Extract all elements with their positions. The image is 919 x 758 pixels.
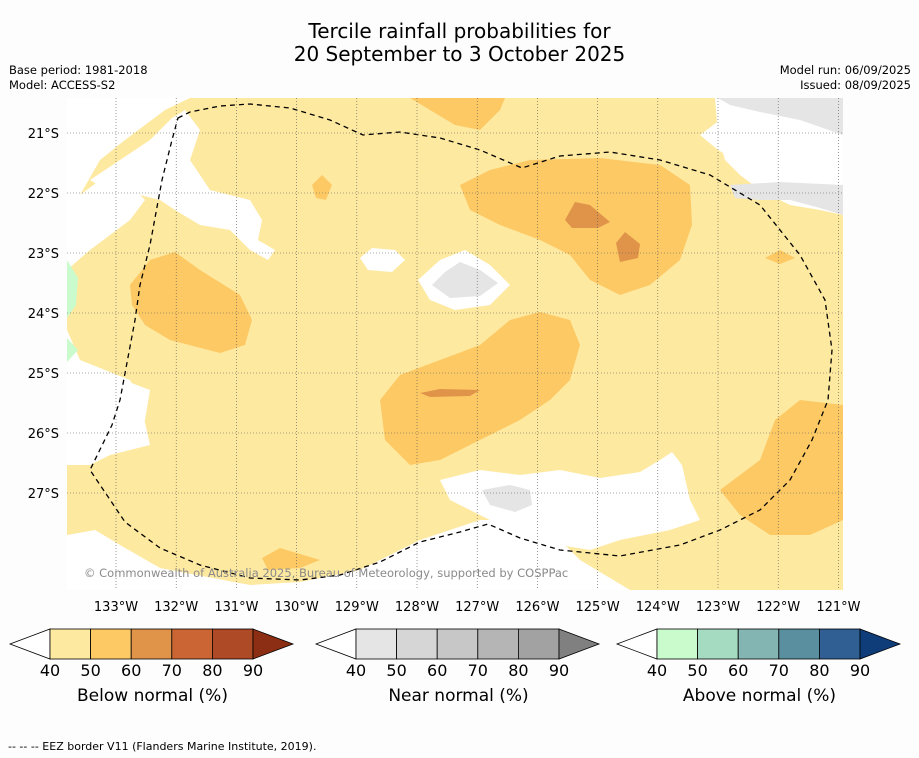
colorbar-tick-label: 40 — [346, 661, 366, 680]
colorbar-segment — [518, 628, 560, 660]
longitude-label: 133°W — [94, 600, 138, 615]
map-title-line2: 20 September to 3 October 2025 — [293, 42, 626, 66]
latitude-label: 27°S — [28, 487, 59, 502]
colorbar-tick-label: 60 — [121, 661, 141, 680]
below-normal-60-region-se — [720, 400, 843, 535]
colorbar-segment — [737, 628, 780, 660]
latitude-label: 25°S — [28, 367, 59, 382]
colorbar-tick-label: 60 — [728, 661, 748, 680]
below-normal-colorbar-label: Below normal (%) — [77, 686, 228, 706]
colorbar-segment — [355, 628, 397, 660]
longitude-label: 123°W — [696, 600, 740, 615]
colorbar-overflow-triangle — [252, 628, 295, 660]
map-title-line1: Tercile rainfall probabilities for — [308, 19, 611, 43]
no-signal-area-south — [440, 452, 700, 550]
colorbar-segment — [477, 628, 519, 660]
copyright-notice: © Commonwealth of Australia 2025, Bureau… — [84, 566, 568, 580]
colorbar-tick-label: 80 — [508, 661, 528, 680]
longitude-label: 132°W — [154, 600, 198, 615]
no-signal-area-nw — [90, 110, 275, 260]
model-run-date: Model run: 06/09/2025 — [779, 63, 911, 77]
colorbar-tick-label: 80 — [809, 661, 829, 680]
eez-border — [89, 103, 833, 581]
below-normal-60-region-small-1 — [312, 175, 332, 200]
no-signal-area-west — [67, 375, 150, 465]
colorbar-segment — [90, 628, 132, 660]
colorbar-segment — [778, 628, 820, 660]
colorbar-segment — [49, 628, 91, 660]
colorbar-tick-label: 90 — [850, 661, 870, 680]
colorbar-tick-label: 90 — [243, 661, 263, 680]
colorbar-segment — [171, 628, 213, 660]
longitude-label: 128°W — [395, 600, 439, 615]
colorbar-tick-label: 40 — [647, 661, 667, 680]
colorbar-tick-label: 50 — [386, 661, 406, 680]
near-normal-50-region-ne — [718, 98, 843, 135]
near-normal-50-region-east — [730, 182, 843, 215]
base-period: Base period: 1981-2018 — [9, 63, 148, 77]
colorbar-tick-label: 50 — [687, 661, 707, 680]
below-normal-60-region-west — [130, 252, 252, 353]
above-normal-colorbar: 40 50 60 70 80 90 — [615, 628, 902, 680]
below-normal-70-region-2 — [616, 232, 640, 262]
colorbar-tick-label: 40 — [40, 661, 60, 680]
colorbar-tick-label: 50 — [80, 661, 100, 680]
colorbar-segment — [436, 628, 479, 660]
latitude-label: 23°S — [28, 247, 59, 262]
colorbar-underflow-triangle — [615, 628, 658, 660]
below-normal-60-region-small-3 — [765, 250, 795, 264]
latitude-label: 21°S — [28, 127, 59, 142]
near-normal-colorbar-label: Near normal (%) — [388, 686, 529, 706]
longitude-label: 126°W — [515, 600, 559, 615]
below-normal-60-region-north — [410, 98, 505, 130]
graticule — [67, 98, 843, 590]
longitude-label: 129°W — [335, 600, 379, 615]
colorbar-overflow-triangle — [558, 628, 601, 660]
longitude-label: 121°W — [816, 600, 860, 615]
below-normal-60-region-small-2 — [262, 548, 320, 570]
below-normal-70-region-3 — [420, 389, 480, 397]
longitude-label: 125°W — [576, 600, 620, 615]
colorbar-tick-label: 60 — [427, 661, 447, 680]
longitude-label: 124°W — [636, 600, 680, 615]
longitude-labels: 133°W 132°W 131°W 130°W 129°W 128°W 127°W 126°W… — [94, 600, 861, 615]
near-normal-colorbar: 40 50 60 70 80 90 — [314, 628, 601, 680]
below-normal-70-region-1 — [565, 202, 610, 228]
near-normal-50-region-south — [482, 485, 532, 512]
colorbar-segment — [697, 628, 739, 660]
longitude-label: 127°W — [455, 600, 499, 615]
latitude-label: 22°S — [28, 187, 59, 202]
no-signal-area-small — [360, 248, 405, 272]
colorbar-segment — [211, 628, 254, 660]
eez-footnote: -- -- -- EEZ border V11 (Flanders Marine… — [8, 740, 317, 753]
latitude-labels: 21°S 22°S 23°S 24°S 25°S 26°S 27°S — [28, 127, 59, 502]
latitude-label: 24°S — [28, 307, 59, 322]
issued-date: Issued: 08/09/2025 — [800, 78, 911, 92]
longitude-label: 131°W — [214, 600, 258, 615]
colorbar-overflow-triangle — [859, 628, 902, 660]
above-normal-50-region — [67, 260, 78, 318]
below-normal-60-region-centre — [380, 312, 580, 465]
longitude-label: 122°W — [756, 600, 800, 615]
colorbar-segment — [656, 628, 698, 660]
near-normal-50-region-centre — [432, 262, 498, 298]
colorbar-segment — [396, 628, 438, 660]
above-normal-50-region-2 — [67, 338, 78, 362]
colorbar-segment — [130, 628, 173, 660]
colorbar-tick-label: 90 — [549, 661, 569, 680]
colorbar-underflow-triangle — [8, 628, 51, 660]
longitude-label: 130°W — [275, 600, 319, 615]
colorbar-segment — [819, 628, 861, 660]
latitude-label: 26°S — [28, 427, 59, 442]
colorbar-tick-label: 70 — [468, 661, 488, 680]
above-normal-colorbar-label: Above normal (%) — [682, 686, 837, 706]
model-name: Model: ACCESS-S2 — [9, 78, 116, 92]
colorbar-tick-label: 70 — [162, 661, 182, 680]
below-normal-colorbar: 40 50 60 70 80 90 — [8, 628, 295, 680]
colorbar-tick-label: 70 — [769, 661, 789, 680]
colorbar-tick-label: 80 — [202, 661, 222, 680]
colorbar-legends: 40 50 60 70 80 90 40 50 60 70 80 90 40 50 60 70 80 90 — [8, 628, 902, 680]
colorbar-underflow-triangle — [314, 628, 357, 660]
